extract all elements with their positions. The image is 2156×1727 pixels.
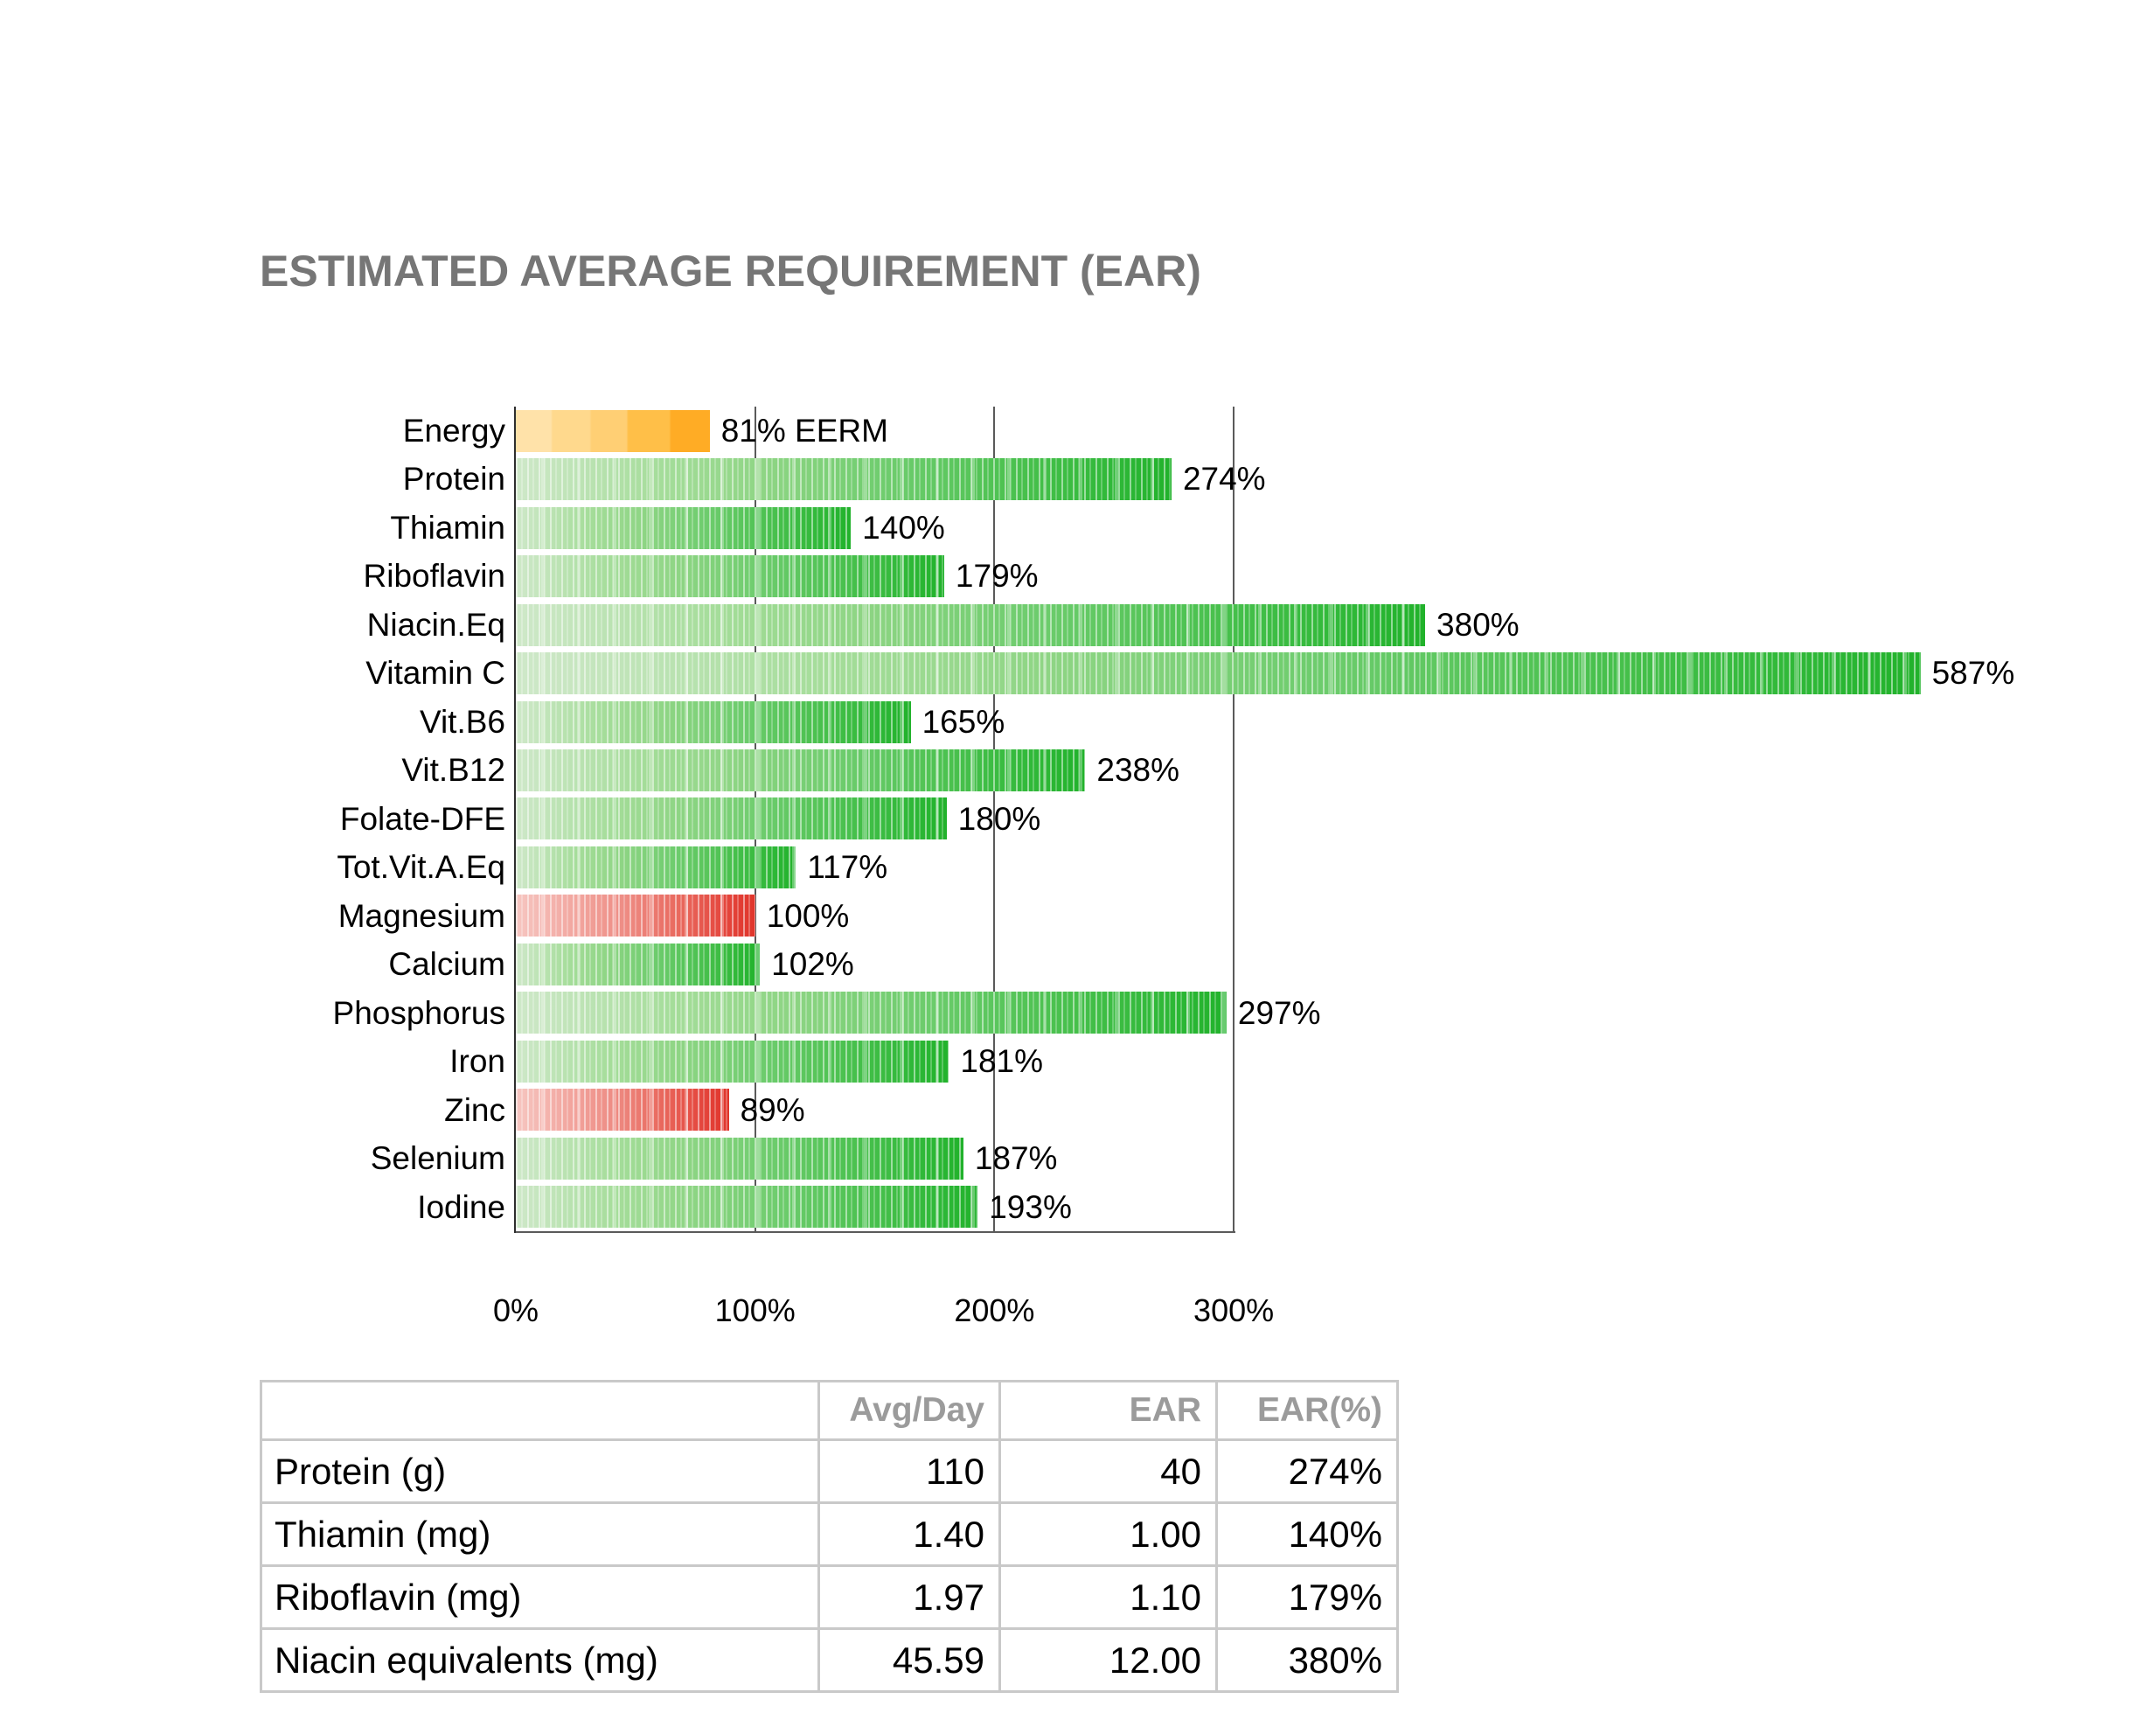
category-label: Phosphorus: [332, 994, 505, 1031]
gridline-300%: [1233, 407, 1235, 1231]
category-label: Vit.B12: [401, 752, 505, 789]
category-label: Calcium: [388, 946, 505, 983]
x-axis-tick-label: 0%: [492, 1292, 539, 1328]
bar-value-label: 102%: [771, 946, 854, 983]
table-cell: Riboflavin (mg): [260, 1564, 820, 1630]
table-cell: 274%: [1215, 1438, 1399, 1504]
category-label: Folate-DFE: [339, 800, 505, 837]
bar-value-label: 380%: [1436, 606, 1520, 643]
bar-Selenium: [516, 1137, 963, 1180]
x-axis-tick-label: 300%: [1193, 1292, 1275, 1328]
nutrient-table: Avg/Day EAR EAR(%) Protein (g) 110 40 274% Thia…: [260, 1380, 1399, 1693]
category-label: Thiamin: [390, 509, 505, 546]
table-cell: 12.00: [998, 1627, 1218, 1693]
x-axis-tick-label: 200%: [954, 1292, 1035, 1328]
category-label: Protein: [402, 461, 505, 498]
table-row: Thiamin (mg) 1.40 1.00 140%: [260, 1501, 1399, 1567]
table-cell: 45.59: [817, 1627, 1001, 1693]
bar-Zinc: [516, 1089, 729, 1132]
bar-Iodine: [516, 1186, 978, 1229]
x-axis-tick-label: 100%: [714, 1292, 796, 1328]
bar-Energy: [516, 409, 710, 452]
category-label: Magnesium: [337, 897, 505, 934]
table-row: Niacin equivalents (mg) 45.59 12.00 380%: [260, 1627, 1399, 1693]
bar-Vit.B12: [516, 749, 1086, 792]
bar-value-label: 297%: [1237, 994, 1321, 1031]
bar-value-label: 587%: [1931, 655, 2015, 692]
category-label: Vitamin C: [365, 655, 505, 692]
bar-Riboflavin: [516, 555, 944, 598]
table-cell: 1.10: [998, 1564, 1218, 1630]
table-header-cell: Avg/Day: [817, 1380, 1001, 1441]
bar-value-label: 179%: [955, 558, 1039, 595]
table-cell: 1.00: [998, 1501, 1218, 1567]
table-cell: 1.97: [817, 1564, 1001, 1630]
table-header-cell: EAR: [998, 1380, 1218, 1441]
category-label: Iodine: [417, 1188, 505, 1225]
category-label: Zinc: [444, 1091, 505, 1128]
category-label: Selenium: [370, 1140, 505, 1177]
chart-title: ESTIMATED AVERAGE REQUIREMENT (EAR): [260, 247, 1201, 296]
bar-Vitamin C: [516, 652, 1921, 695]
table-cell: 110: [817, 1438, 1001, 1504]
table-cell: 140%: [1215, 1501, 1399, 1567]
bar-value-label: 187%: [974, 1140, 1058, 1177]
bar-value-label: 165%: [922, 703, 1005, 740]
bar-value-label: 140%: [862, 509, 945, 546]
bar-value-label: 117%: [807, 849, 888, 886]
table-cell: 40: [998, 1438, 1218, 1504]
y-axis-line: [514, 407, 516, 1233]
table-cell: 179%: [1215, 1564, 1399, 1630]
category-label: Energy: [402, 413, 505, 449]
bar-value-label: 89%: [740, 1091, 805, 1128]
bar-value-label: 100%: [766, 897, 850, 934]
category-label: Riboflavin: [363, 558, 505, 595]
bar-value-label: 81% EERM: [720, 413, 888, 449]
table-row: Protein (g) 110 40 274%: [260, 1438, 1399, 1504]
category-label: Vit.B6: [419, 703, 505, 740]
bar-Iron: [516, 1040, 949, 1083]
bar-value-label: 180%: [957, 800, 1041, 837]
bar-Protein: [516, 458, 1172, 501]
table-row: Riboflavin (mg) 1.97 1.10 179%: [260, 1564, 1399, 1630]
bar-Niacin.Eq: [516, 603, 1426, 646]
table-cell: Thiamin (mg): [260, 1501, 820, 1567]
table-header-row: Avg/Day EAR EAR(%): [260, 1380, 1399, 1441]
gridline-200%: [993, 407, 996, 1231]
table-cell: 1.40: [817, 1501, 1001, 1567]
table-cell: 380%: [1215, 1627, 1399, 1693]
category-label: Tot.Vit.A.Eq: [337, 849, 505, 886]
bar-Folate-DFE: [516, 797, 947, 840]
bar-value-label: 193%: [989, 1188, 1072, 1225]
bar-Magnesium: [516, 895, 755, 937]
table-header-cell: EAR(%): [1215, 1380, 1399, 1441]
table-cell: Protein (g): [260, 1438, 820, 1504]
category-label: Niacin.Eq: [366, 606, 505, 643]
bar-Phosphorus: [516, 992, 1227, 1034]
table-header-cell: [260, 1380, 820, 1441]
bar-value-label: 181%: [960, 1043, 1044, 1080]
bar-Tot.Vit.A.Eq: [516, 846, 796, 888]
bar-value-label: 274%: [1182, 461, 1266, 498]
x-axis-line: [516, 1231, 1236, 1233]
bar-Thiamin: [516, 506, 852, 549]
bar-value-label: 238%: [1096, 752, 1180, 789]
table-cell: Niacin equivalents (mg): [260, 1627, 820, 1693]
bar-Calcium: [516, 943, 761, 985]
category-label: Iron: [449, 1043, 505, 1080]
bar-Vit.B6: [516, 700, 911, 743]
